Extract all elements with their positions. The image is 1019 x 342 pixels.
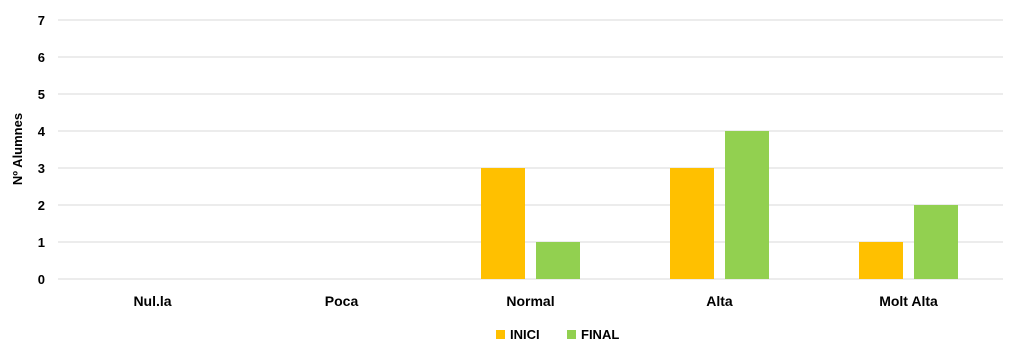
- x-axis-categories: Nul.la Poca Normal Alta Molt Alta: [133, 293, 938, 309]
- bar-final-alta: [725, 131, 769, 279]
- x-category-label: Molt Alta: [879, 293, 938, 309]
- x-category-label: Poca: [325, 293, 359, 309]
- legend-swatch-inici: [496, 330, 505, 339]
- y-tick-label: 1: [38, 235, 45, 250]
- y-axis-label: Nº Alumnes: [10, 113, 25, 185]
- x-category-label: Nul.la: [133, 293, 171, 309]
- y-tick-label: 7: [38, 13, 45, 28]
- y-tick-label: 4: [38, 124, 46, 139]
- bar-inici-alta: [670, 168, 714, 279]
- bar-inici-molt-alta: [859, 242, 903, 279]
- gridlines: [58, 19, 1003, 280]
- x-category-label: Normal: [506, 293, 554, 309]
- y-tick-label: 3: [38, 161, 45, 176]
- bars: [481, 131, 958, 279]
- y-tick-label: 0: [38, 272, 45, 287]
- legend-swatch-final: [567, 330, 576, 339]
- y-tick-label: 6: [38, 50, 45, 65]
- legend: INICI FINAL: [496, 327, 619, 342]
- bar-final-molt-alta: [914, 205, 958, 279]
- legend-label-final: FINAL: [581, 327, 619, 342]
- x-category-label: Alta: [706, 293, 733, 309]
- bar-inici-normal: [481, 168, 525, 279]
- y-axis-ticks: 0 1 2 3 4 5 6 7: [38, 13, 46, 287]
- bar-final-normal: [536, 242, 580, 279]
- legend-label-inici: INICI: [510, 327, 540, 342]
- y-tick-label: 2: [38, 198, 45, 213]
- y-tick-label: 5: [38, 87, 45, 102]
